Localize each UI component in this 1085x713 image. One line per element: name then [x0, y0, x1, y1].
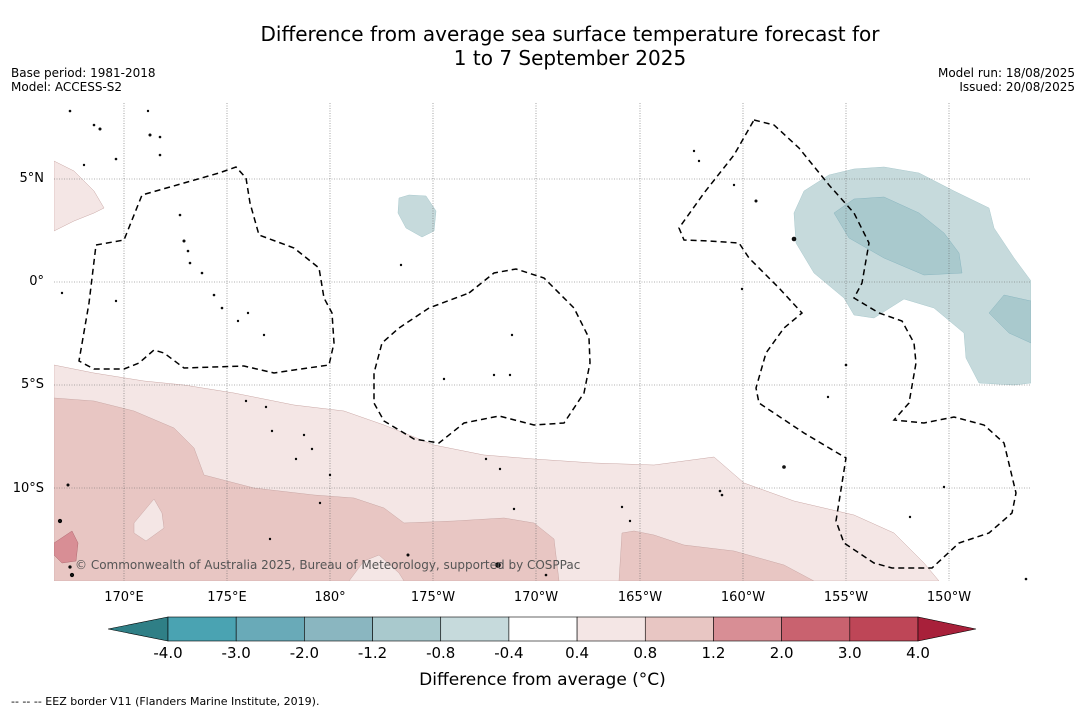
map-title-line1: Difference from average sea surface temp…: [260, 22, 880, 46]
colorbar-bin: [849, 616, 919, 642]
lon-label-165w: 165°W: [617, 590, 663, 605]
anomaly-region-light-blue-west: [397, 194, 437, 238]
lat-label-0: 0°: [29, 274, 44, 289]
map-title-line2: 1 to 7 September 2025: [453, 46, 687, 70]
anomaly-region-blue-east-core: [833, 196, 1031, 344]
colorbar: [108, 616, 977, 642]
anomaly-region-light-patch: [133, 498, 165, 542]
lat-label-10s: 10°S: [12, 481, 44, 496]
colorbar-tick: 3.0: [837, 644, 862, 662]
colorbar-bin: [167, 616, 237, 642]
colorbar-bin: [440, 616, 510, 642]
colorbar-bin: [508, 616, 578, 642]
eez-border-kiribati-gilbert: [78, 166, 335, 374]
eez-border-line-islands: [678, 119, 1017, 569]
colorbar-tick: -4.0: [153, 644, 183, 662]
meta-left: Base period: 1981-2018 Model: ACCESS-S2: [11, 66, 156, 94]
colorbar-tick: 2.0: [769, 644, 794, 662]
lat-label-5n: 5°N: [19, 171, 45, 186]
colorbar-tick: 1.2: [701, 644, 726, 662]
colorbar-tick: -2.0: [289, 644, 319, 662]
colorbar-bin: [713, 616, 782, 642]
anomaly-region-light-pink-nw: [54, 160, 105, 232]
colorbar-bin: [304, 616, 373, 642]
colorbar-extension-high: [917, 616, 977, 642]
anomaly-region-deep-pink: [54, 530, 79, 564]
lon-label-160w: 160°W: [720, 590, 766, 605]
colorbar-tick: -3.0: [221, 644, 251, 662]
lon-label-180: 180°: [314, 590, 346, 605]
colorbar-bin: [576, 616, 646, 642]
lon-label-170e: 170°E: [104, 590, 144, 605]
model-run: Model run: 18/08/2025: [937, 66, 1075, 80]
sst-anomaly-map: [54, 103, 1031, 581]
colorbar-bin: [372, 616, 442, 642]
issued-date: Issued: 20/08/2025: [959, 80, 1075, 94]
meta-right: Model run: 18/08/2025 Issued: 20/08/2025: [938, 66, 1075, 94]
lon-label-175w: 175°W: [410, 590, 456, 605]
graticule: [54, 103, 1031, 581]
colorbar-tick: -1.2: [357, 644, 388, 662]
base-period: Base period: 1981-2018: [11, 66, 156, 80]
eez-borders: [78, 119, 1017, 569]
lon-label-155w: 155°W: [823, 590, 869, 605]
copyright-notice: © Commonwealth of Australia 2025, Bureau…: [75, 558, 581, 572]
colorbar-tick: -0.4: [494, 644, 524, 662]
colorbar-tick: 4.0: [906, 644, 930, 662]
anomaly-region-light-patch-2: [348, 554, 405, 581]
lat-label-5s: 5°S: [20, 377, 44, 392]
colorbar-tick: -0.8: [426, 644, 456, 662]
colorbar-bin: [235, 616, 305, 642]
islands: [57, 109, 1028, 581]
lon-label-170w: 170°W: [513, 590, 559, 605]
colorbar-extension-low: [108, 616, 169, 642]
colorbar-label: Difference from average (°C): [419, 670, 666, 690]
eez-footnote: -- -- -- EEZ border V11 (Flanders Marine…: [11, 695, 320, 708]
colorbar-bin: [781, 616, 851, 642]
colorbar-tick: 0.8: [633, 644, 658, 662]
anomaly-region-pink: [54, 397, 815, 581]
model-name: Model: ACCESS-S2: [11, 80, 123, 94]
colorbar-tick: 0.4: [565, 644, 589, 662]
colorbar-bin: [644, 616, 714, 642]
lon-label-150w: 150°W: [926, 590, 972, 605]
lon-label-175e: 175°E: [207, 590, 247, 605]
